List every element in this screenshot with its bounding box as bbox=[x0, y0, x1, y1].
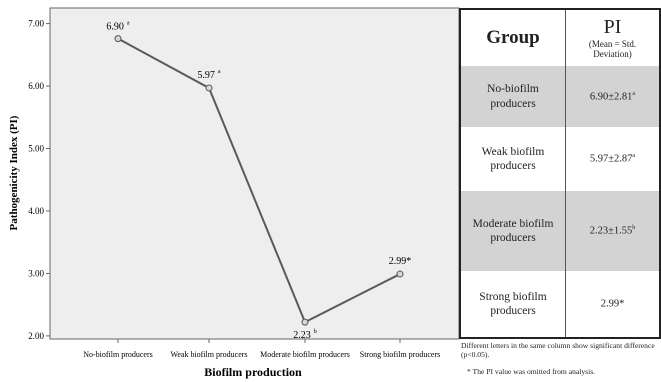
data-point bbox=[205, 84, 213, 92]
table-row: Weak biofilm producers 5.97±2.87a bbox=[461, 127, 659, 191]
data-point bbox=[396, 270, 404, 278]
header-pi: PI (Mean = Std. Deviation) bbox=[588, 16, 637, 59]
row-pi-value: 5.97±2.87a bbox=[589, 153, 636, 165]
data-label: 2.99* bbox=[389, 256, 412, 267]
y-tick-label: 2.00 bbox=[28, 331, 44, 341]
x-tick-label: No-biofilm producers bbox=[83, 350, 153, 359]
y-axis-label: Pathogenicity Index (PI) bbox=[8, 115, 20, 230]
y-tick-label: 7.00 bbox=[28, 19, 44, 29]
table-row: Strong biofilm producers 2.99* bbox=[461, 271, 659, 337]
x-tick-label: Strong biofilm producers bbox=[360, 350, 440, 359]
pi-line-chart: 2.00 3.00 4.00 5.00 6.00 7.00 No-biofilm prod… bbox=[8, 7, 460, 379]
data-label: 6.90 a bbox=[106, 21, 130, 33]
header-group: Group bbox=[461, 10, 566, 66]
row-group-label: Moderate biofilm producers bbox=[461, 191, 566, 271]
data-label: 2.23 b bbox=[293, 329, 317, 341]
table-row: No-biofilm producers 6.90±2.81a bbox=[461, 66, 659, 127]
row-group-label: Weak biofilm producers bbox=[461, 127, 566, 191]
footnote-significance: Different letters in the same column sho… bbox=[461, 341, 655, 360]
y-tick-label: 5.00 bbox=[28, 144, 44, 154]
x-tick-label: Moderate biofilm producers bbox=[260, 350, 350, 359]
data-point bbox=[301, 318, 309, 326]
row-group-label: No-biofilm producers bbox=[461, 66, 566, 127]
y-tick-label: 6.00 bbox=[28, 81, 44, 91]
row-group-label: Strong biofilm producers bbox=[461, 271, 566, 337]
data-label: 5.97 a bbox=[197, 69, 221, 81]
x-axis-label: Biofilm production bbox=[204, 365, 302, 379]
pi-series-line bbox=[117, 37, 401, 324]
x-tick-label: Weak biofilm producers bbox=[170, 350, 247, 359]
plot-area bbox=[49, 7, 460, 340]
table-header-row: Group PI (Mean = Std. Deviation) bbox=[461, 10, 659, 66]
y-tick-label: 4.00 bbox=[28, 206, 44, 216]
row-pi-value: 2.23±1.55b bbox=[565, 191, 659, 271]
pi-table: Group PI (Mean = Std. Deviation) No-biof… bbox=[459, 8, 661, 339]
footnote-asterisk: * The PI value was omitted from analysis… bbox=[467, 367, 596, 376]
y-tick-label: 3.00 bbox=[28, 268, 44, 278]
data-point bbox=[114, 35, 122, 43]
table-row: Moderate biofilm producers 2.23±1.55b bbox=[461, 191, 659, 271]
row-pi-value: 6.90±2.81a bbox=[565, 66, 659, 127]
row-pi-value: 2.99* bbox=[600, 298, 625, 310]
